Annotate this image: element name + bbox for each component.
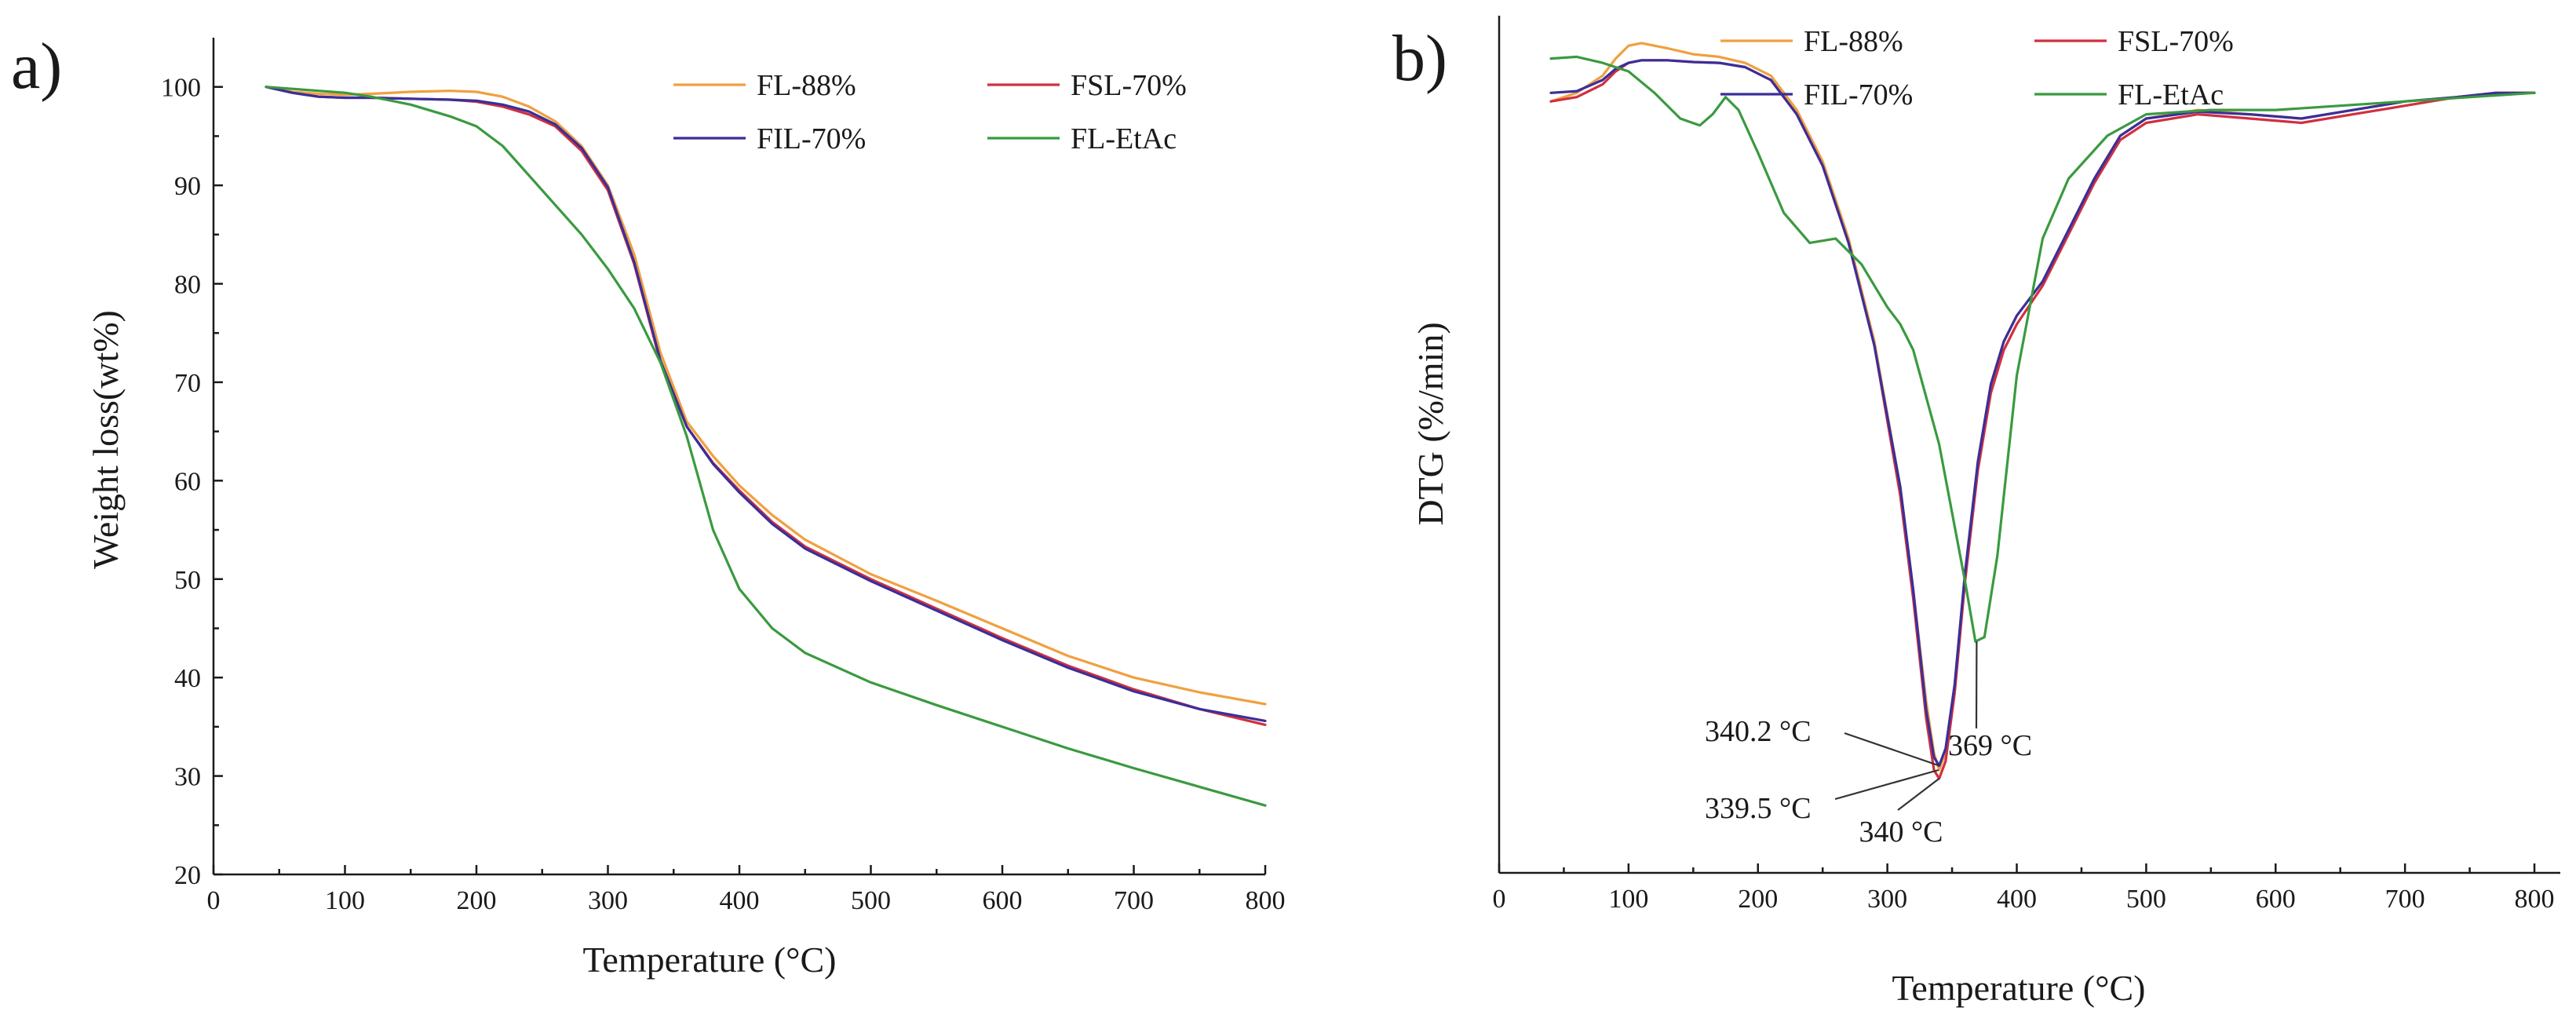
panel-a-x-tick-label: 600	[983, 886, 1023, 915]
panel-a-legend-label-fsl-70: FSL-70%	[1071, 69, 1187, 102]
panel-a-y-tick-label: 100	[161, 74, 201, 103]
panel-a-y-tick-label: 50	[174, 566, 201, 595]
panel-b-annotation-label: 369 °C	[1948, 729, 2032, 762]
panel-a-x-tick-label: 400	[720, 886, 760, 915]
panel-a-y-axis-title: Weight loss(wt%)	[86, 310, 126, 569]
panel-b-series-group	[1549, 42, 2536, 780]
panel-b-x-tick-label: 600	[2256, 885, 2296, 914]
panel-b-x-tick-label: 300	[1867, 885, 1907, 914]
panel-b-label: b)	[1392, 22, 1447, 95]
panel-b-annotation-leader	[1844, 732, 1940, 767]
panel-a-x-tick-label: 100	[325, 886, 365, 915]
panel-a-x-tick-label: 800	[1246, 886, 1286, 915]
panel-b-dtg-chart: b) 0 100 200 300 400 500 600 700 800 FL-88% FSL-7…	[1392, 16, 2560, 1008]
panel-b-legend-label-fil-70: FIL-70%	[1804, 78, 1913, 111]
panel-b-x-tick-label: 0	[1493, 885, 1506, 914]
panel-b-x-tick-label: 200	[1738, 885, 1778, 914]
panel-b-x-tick-label: 500	[2126, 885, 2166, 914]
panel-a-y-tick-label: 60	[174, 467, 201, 496]
panel-b-series-fsl-70	[1549, 59, 2536, 780]
panel-b-x-tick-label: 400	[1997, 885, 2037, 914]
panel-a-legend-label-fl-etac: FL-EtAc	[1071, 122, 1177, 155]
panel-a-legend: FL-88% FSL-70% FIL-70% FL-EtAc	[673, 69, 1187, 155]
panel-a-tga-chart: a) 0 100 200 300 400 500 600 700 800 20 30 40 50 60 70…	[11, 30, 1286, 980]
panel-a-series-fl-88	[265, 86, 1267, 706]
panel-b-y-axis-title: DTG (%/min)	[1410, 322, 1450, 525]
panel-a-x-tick-label: 700	[1114, 886, 1154, 915]
panel-b-annotation-label: 340 °C	[1859, 816, 1943, 849]
panel-a-series-fsl-70	[265, 86, 1267, 727]
panel-a-legend-label-fl-88: FL-88%	[757, 69, 856, 102]
panel-b-legend-label-fsl-70: FSL-70%	[2118, 25, 2234, 58]
panel-a-series-fl-etac	[265, 86, 1267, 807]
panel-a-x-tick-label: 200	[457, 886, 497, 915]
panel-b-x-tick-label: 100	[1608, 885, 1648, 914]
panel-a-x-tick-label: 300	[588, 886, 628, 915]
panel-b-annotation-leader	[1897, 778, 1940, 811]
panel-a-y-tick-label: 40	[174, 664, 201, 693]
panel-a-x-tick-label: 0	[207, 886, 221, 915]
panel-b-series-fl-etac	[1549, 55, 2536, 643]
panel-b-x-tick-label: 800	[2515, 885, 2555, 914]
panel-b-x-tick-label: 700	[2385, 885, 2425, 914]
panel-b-legend-label-fl-88: FL-88%	[1804, 25, 1903, 58]
panel-b-legend: FL-88% FSL-70% FIL-70% FL-EtAc	[1720, 25, 2234, 111]
panel-b-annotation-label: 339.5 °C	[1705, 792, 1812, 825]
panel-a-x-axis-title: Temperature (°C)	[583, 940, 837, 980]
panel-b-series-fil-70	[1549, 59, 2536, 768]
panel-a-x-tick-label: 500	[851, 886, 891, 915]
panel-b-annotation-label: 340.2 °C	[1705, 715, 1812, 748]
panel-a-y-tick-label: 80	[174, 271, 201, 300]
panel-a-y-tick-label: 20	[174, 861, 201, 890]
panel-a-series-group	[265, 86, 1267, 807]
panel-a-series-fil-70	[265, 86, 1267, 723]
panel-b-annotation-leader	[1834, 768, 1939, 801]
panel-a-y-tick-label: 30	[174, 763, 201, 792]
panel-b-legend-label-fl-etac: FL-EtAc	[2118, 78, 2224, 111]
panel-b-series-fl-88	[1549, 42, 2536, 772]
panel-b-annotations: 340.2 °C 339.5 °C 340 °C 369 °C	[1705, 641, 2032, 849]
panel-a-legend-label-fil-70: FIL-70%	[757, 122, 866, 155]
panel-a-axes: 0 100 200 300 400 500 600 700 800 20 30 40 50 60 70 80 9…	[161, 38, 1286, 915]
panel-b-axes: 0 100 200 300 400 500 600 700 800	[1493, 16, 2560, 914]
panel-a-y-tick-label: 70	[174, 369, 201, 398]
panel-a-y-tick-label: 90	[174, 172, 201, 201]
panel-a-label: a)	[11, 30, 62, 103]
panel-b-x-axis-title: Temperature (°C)	[1892, 968, 2146, 1008]
